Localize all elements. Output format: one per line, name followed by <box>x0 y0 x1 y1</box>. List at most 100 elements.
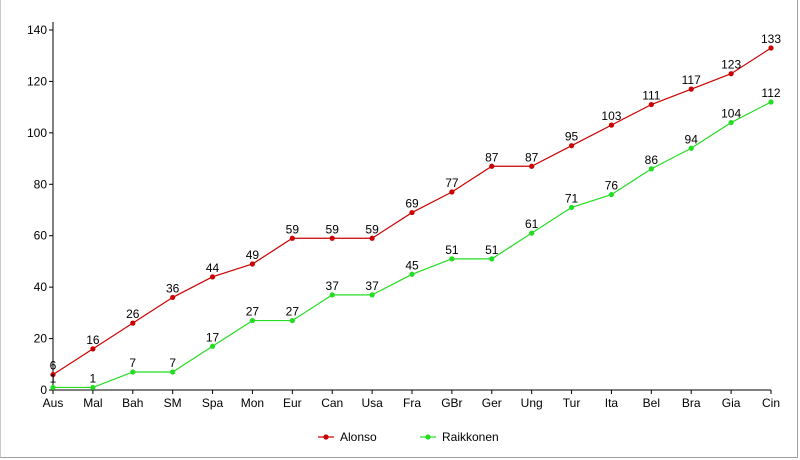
data-label: 104 <box>721 107 741 121</box>
y-tick-label: 120 <box>27 74 47 88</box>
data-point <box>409 271 415 277</box>
data-point <box>529 163 535 169</box>
x-tick-label: Can <box>321 396 343 410</box>
y-tick-label: 0 <box>40 383 47 397</box>
x-tick-label: Bel <box>643 396 660 410</box>
legend-label: Raikkonen <box>442 430 499 444</box>
data-label: 45 <box>405 258 419 272</box>
data-point <box>728 119 734 126</box>
data-point <box>768 99 774 105</box>
legend-label: Alonso <box>340 430 377 444</box>
series-line <box>53 101 772 389</box>
data-point <box>209 343 216 349</box>
data-point <box>329 292 335 298</box>
x-tick-label: Bah <box>122 396 143 410</box>
x-tick-label: Fra <box>403 396 421 410</box>
x-tick-label: Ung <box>521 396 543 410</box>
data-point <box>728 71 734 77</box>
data-point <box>289 317 295 324</box>
data-label: 16 <box>86 333 100 347</box>
data-label: 17 <box>206 330 220 344</box>
data-point <box>608 122 615 128</box>
data-label: 51 <box>445 243 459 257</box>
data-label: 1 <box>50 371 57 385</box>
data-label: 51 <box>485 243 499 257</box>
data-label: 87 <box>525 150 539 164</box>
data-label: 61 <box>525 217 539 231</box>
data-point <box>568 143 575 149</box>
data-point <box>568 204 575 211</box>
data-label: 59 <box>286 222 300 236</box>
data-label: 71 <box>565 191 579 205</box>
y-tick-label: 20 <box>34 332 48 346</box>
data-label: 6 <box>50 359 57 373</box>
x-tick-label: Bra <box>682 396 701 410</box>
x-tick-label: Mal <box>83 396 102 410</box>
data-label: 103 <box>601 109 621 123</box>
data-point <box>90 384 96 391</box>
data-point <box>130 369 136 375</box>
data-label: 123 <box>721 58 741 72</box>
data-point <box>529 230 535 236</box>
data-label: 94 <box>685 132 699 146</box>
data-label: 69 <box>405 197 419 211</box>
legend-item-alonso: Alonso <box>318 430 377 444</box>
data-point <box>489 256 495 262</box>
data-label: 27 <box>246 305 260 319</box>
data-point <box>329 235 335 241</box>
data-point <box>249 317 256 324</box>
data-point <box>170 294 176 301</box>
data-point <box>289 235 295 241</box>
data-point <box>50 384 56 391</box>
data-point <box>688 86 694 92</box>
data-label: 76 <box>605 179 619 193</box>
data-point <box>449 189 455 195</box>
data-label: 44 <box>206 261 220 275</box>
x-tick-label: Aus <box>43 396 64 410</box>
y-tick-label: 140 <box>27 23 47 37</box>
x-tick-label: Ita <box>605 396 619 410</box>
x-tick-label: Tur <box>563 396 581 410</box>
y-tick-label: 60 <box>34 229 48 243</box>
data-point <box>50 371 56 378</box>
data-point <box>130 320 136 326</box>
x-tick-label: Eur <box>283 396 302 410</box>
data-point <box>648 166 654 172</box>
data-label: 112 <box>761 86 780 100</box>
data-label: 87 <box>485 150 499 164</box>
data-label: 49 <box>246 248 260 262</box>
data-label: 95 <box>565 130 579 144</box>
data-label: 1 <box>90 371 97 385</box>
data-label: 86 <box>645 153 659 167</box>
data-point <box>170 369 176 375</box>
legend-swatch-marker <box>323 434 329 440</box>
x-tick-label: Usa <box>361 396 383 410</box>
data-point <box>648 101 654 108</box>
data-point <box>90 346 96 352</box>
data-point <box>249 261 256 267</box>
data-label: 37 <box>326 279 340 293</box>
data-point <box>768 45 774 51</box>
data-label: 59 <box>365 222 379 236</box>
data-label: 7 <box>129 356 136 370</box>
data-point <box>369 235 375 241</box>
y-tick-label: 100 <box>27 126 47 140</box>
data-point <box>608 191 615 198</box>
data-point <box>369 292 375 298</box>
legend-swatch-marker <box>425 434 431 440</box>
data-label: 111 <box>642 89 661 103</box>
legend: Alonso Raikkonen <box>318 430 499 444</box>
data-label: 27 <box>286 305 300 319</box>
axes: 0 20 40 60 80 100 120 140 Aus Mal Bah SM Spa Mon Eur Ca… <box>27 22 780 410</box>
data-point <box>489 163 495 169</box>
data-label: 36 <box>166 281 180 295</box>
legend-item-raikkonen: Raikkonen <box>420 430 499 444</box>
x-tick-label: Spa <box>202 396 224 410</box>
x-tick-label: SM <box>164 396 182 410</box>
y-tick-label: 80 <box>34 177 48 191</box>
x-tick-label: Cin <box>762 396 780 410</box>
data-label: 77 <box>445 176 459 190</box>
